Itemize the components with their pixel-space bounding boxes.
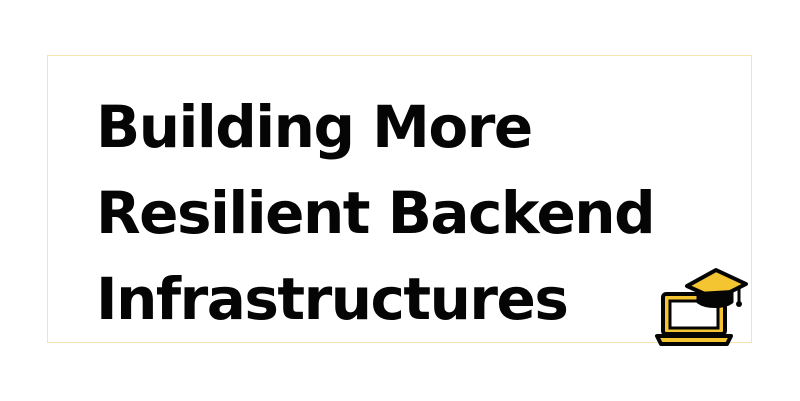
title-line-2: Resilient Backend	[96, 179, 656, 247]
title-line-1: Building More	[96, 93, 533, 161]
page-title: Building More Resilient Backend Infrastr…	[96, 84, 656, 342]
title-line-3: Infrastructures	[96, 265, 569, 333]
banner-card: Building More Resilient Backend Infrastr…	[47, 55, 752, 346]
laptop-with-graduation-cap-icon	[655, 268, 748, 346]
